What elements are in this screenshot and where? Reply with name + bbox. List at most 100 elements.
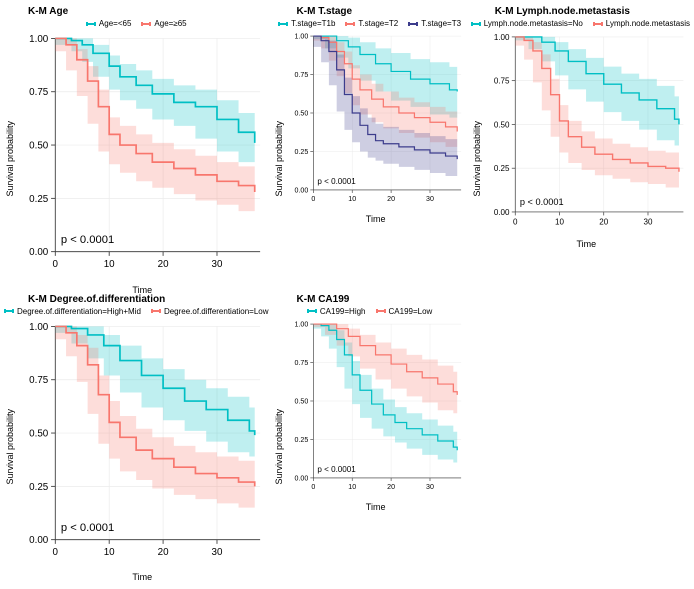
svg-text:1.00: 1.00: [29, 321, 49, 332]
legend-label: T.stage=T1b: [291, 19, 335, 28]
legend-label: Lymph.node.metastasis=No: [484, 19, 583, 28]
legend-swatch: [471, 23, 481, 25]
empty-cell: [471, 292, 690, 576]
km-panel: K-M Age Age=<65 Age=≥65 Survival probabilit…: [4, 4, 269, 288]
svg-text:0.25: 0.25: [294, 148, 308, 156]
svg-text:1.00: 1.00: [294, 320, 308, 328]
svg-text:0.25: 0.25: [494, 164, 510, 173]
km-chart: 01020300.000.250.500.751.00p < 0.0001: [16, 30, 269, 283]
svg-text:0.50: 0.50: [294, 397, 308, 405]
legend-swatch: [307, 310, 317, 312]
svg-text:20: 20: [387, 483, 395, 491]
svg-text:10: 10: [104, 259, 115, 270]
legend-swatch: [4, 310, 14, 312]
panel-title: K-M CA199: [273, 292, 467, 305]
legend-swatch: [593, 23, 603, 25]
svg-text:0: 0: [513, 218, 518, 227]
svg-text:30: 30: [426, 195, 434, 203]
km-panel: K-M Degree.of.differentiationDegree.of.d…: [4, 292, 269, 576]
svg-text:0.25: 0.25: [29, 194, 49, 205]
legend: Degree.of.differentiation=High+Mid Degree…: [4, 305, 269, 318]
x-axis-label: Time: [285, 500, 467, 512]
legend-item: Degree.of.differentiation=Low: [151, 307, 269, 316]
km-grid: K-M Age Age=<65 Age=≥65 Survival probabilit…: [0, 0, 694, 579]
legend-swatch: [408, 23, 418, 25]
km-chart: 01020300.000.250.500.751.00p < 0.0001: [285, 30, 467, 212]
legend-swatch: [376, 310, 386, 312]
y-axis-label: Survival probability: [273, 318, 285, 576]
svg-text:1.00: 1.00: [29, 34, 49, 45]
legend-label: CA199=High: [320, 307, 366, 316]
legend-item: Age=≥65: [141, 19, 186, 28]
chart-area: Survival probability01020300.000.250.500…: [4, 318, 269, 576]
svg-text:1.00: 1.00: [294, 33, 308, 41]
legend-label: Degree.of.differentiation=Low: [164, 307, 269, 316]
legend-item: Lymph.node.metastasis: [593, 19, 690, 28]
p-value: p < 0.0001: [61, 522, 114, 534]
svg-text:1.00: 1.00: [494, 33, 510, 42]
svg-text:30: 30: [426, 483, 434, 491]
legend-item: T.stage=T2: [345, 19, 398, 28]
p-value: p < 0.0001: [61, 234, 114, 246]
svg-text:0.00: 0.00: [294, 186, 308, 194]
legend-label: CA199=Low: [389, 307, 433, 316]
y-axis-label: Survival probability: [273, 30, 285, 288]
legend-item: Degree.of.differentiation=High+Mid: [4, 307, 141, 316]
svg-text:0: 0: [311, 195, 315, 203]
svg-text:0.75: 0.75: [294, 71, 308, 79]
svg-text:0.00: 0.00: [494, 208, 510, 217]
svg-text:0.00: 0.00: [29, 535, 49, 546]
svg-text:0: 0: [311, 483, 315, 491]
y-axis-label: Survival probability: [471, 30, 483, 288]
p-value: p < 0.0001: [520, 197, 564, 207]
svg-text:20: 20: [158, 259, 169, 270]
svg-text:30: 30: [212, 259, 223, 270]
legend-label: T.stage=T2: [358, 19, 398, 28]
legend-item: CA199=Low: [376, 307, 433, 316]
legend-label: Degree.of.differentiation=High+Mid: [17, 307, 141, 316]
svg-text:0.50: 0.50: [494, 120, 510, 129]
legend-label: Age=<65: [99, 19, 131, 28]
legend-swatch: [278, 23, 288, 25]
y-axis-label: Survival probability: [4, 318, 16, 576]
x-axis-label: Time: [483, 237, 690, 249]
legend: T.stage=T1b T.stage=T2 T.stage=T3: [273, 17, 467, 30]
panel-title: K-M T.stage: [273, 4, 467, 17]
km-panel: K-M T.stageT.stage=T1bT.stage=T2T.stage=…: [273, 4, 467, 288]
svg-text:0.75: 0.75: [29, 375, 49, 386]
svg-text:10: 10: [104, 547, 115, 558]
svg-text:0.75: 0.75: [294, 359, 308, 367]
panel-title: K-M Age: [4, 4, 269, 17]
panel-title: K-M Lymph.node.metastasis: [471, 4, 690, 17]
svg-text:0.00: 0.00: [29, 247, 49, 258]
legend: CA199=High CA199=Low: [273, 305, 467, 318]
legend-swatch: [345, 23, 355, 25]
x-axis-label: Time: [285, 212, 467, 224]
svg-text:20: 20: [599, 218, 608, 227]
legend: Age=<65 Age=≥65: [4, 17, 269, 30]
legend-swatch: [151, 310, 161, 312]
panel-title: K-M Degree.of.differentiation: [4, 292, 269, 305]
p-value: p < 0.0001: [317, 177, 356, 186]
legend-item: Age=<65: [86, 19, 131, 28]
svg-text:0.50: 0.50: [29, 141, 49, 152]
km-chart: 0 10 20 30 0.00 0.25 0.50 0.75 1.00 p < 0.0001: [483, 30, 690, 237]
legend-label: T.stage=T3: [421, 19, 461, 28]
svg-text:30: 30: [212, 547, 223, 558]
legend: Lymph.node.metastasis=No Lymph.node.metas…: [471, 17, 690, 30]
svg-text:0.25: 0.25: [29, 481, 49, 492]
chart-area: Survival probability01020300.000.250.500…: [273, 318, 467, 576]
svg-text:0.25: 0.25: [294, 435, 308, 443]
km-chart: 01020300.000.250.500.751.00p < 0.0001: [285, 318, 467, 500]
p-value: p < 0.0001: [317, 464, 356, 473]
legend-item: T.stage=T1b: [278, 19, 335, 28]
svg-text:10: 10: [555, 218, 564, 227]
y-axis-label: Survival probability: [4, 30, 16, 288]
svg-text:30: 30: [643, 218, 652, 227]
chart-area: Survival probability01020300.000.250.500…: [471, 30, 690, 288]
chart-area: Survival probability01020300.000.250.500…: [4, 30, 269, 288]
svg-text:0.00: 0.00: [294, 474, 308, 482]
svg-text:0.75: 0.75: [494, 77, 510, 86]
km-panel: K-M CA199 CA199=High CA199=Low Survival pro…: [273, 292, 467, 576]
chart-area: Survival probability01020300.000.250.500…: [273, 30, 467, 288]
